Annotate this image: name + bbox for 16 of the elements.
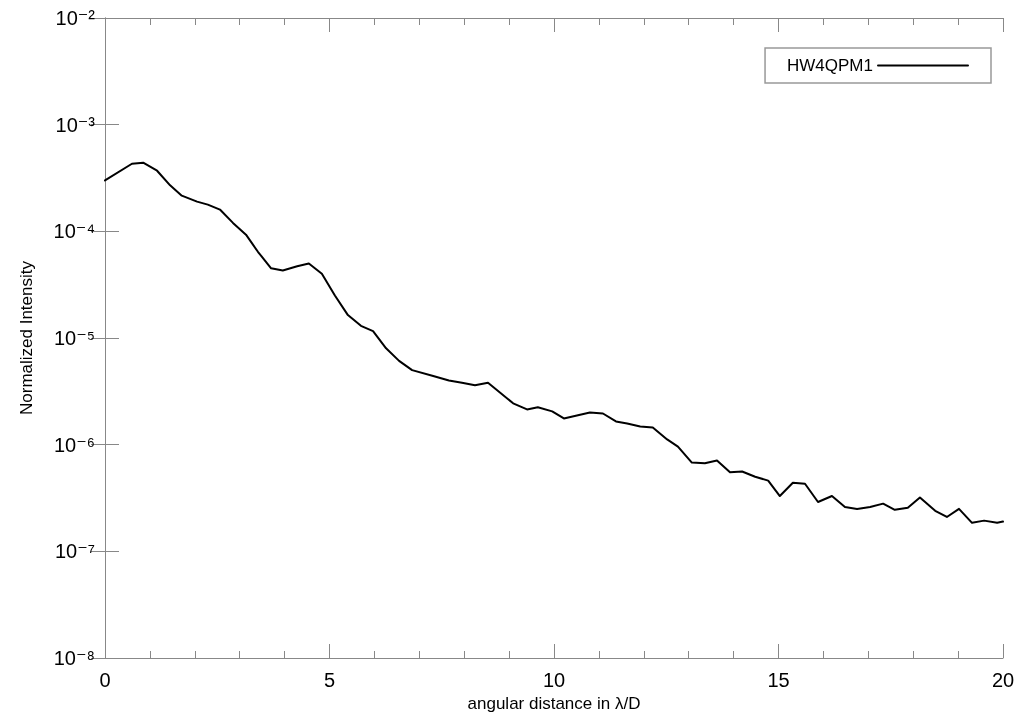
x-axis-title: angular distance in λ/D [467,693,641,713]
x-tick-label: 15 [767,669,790,691]
x-tick-label: 10 [542,669,566,691]
line-series [104,161,1004,524]
y-tick-label: 10⁻⁴ [53,220,95,243]
x-tick-label: 5 [323,669,336,691]
y-tick-label: 10⁻⁵ [53,327,95,349]
text: HW4QPM1 [787,56,873,75]
x-tick-label: 20 [991,669,1015,691]
y-tick-label: 10⁻³ [55,113,96,136]
y-axis-title: Normalized Intensity [17,260,36,416]
y-tick-label: 10⁻⁸ [53,647,95,669]
y-tick-label: 10⁻⁷ [54,540,95,563]
y-tick-label: 10⁻² [55,7,96,29]
y-tick-label: 10⁻⁶ [53,433,95,456]
x-tick-label: 0 [99,669,111,691]
